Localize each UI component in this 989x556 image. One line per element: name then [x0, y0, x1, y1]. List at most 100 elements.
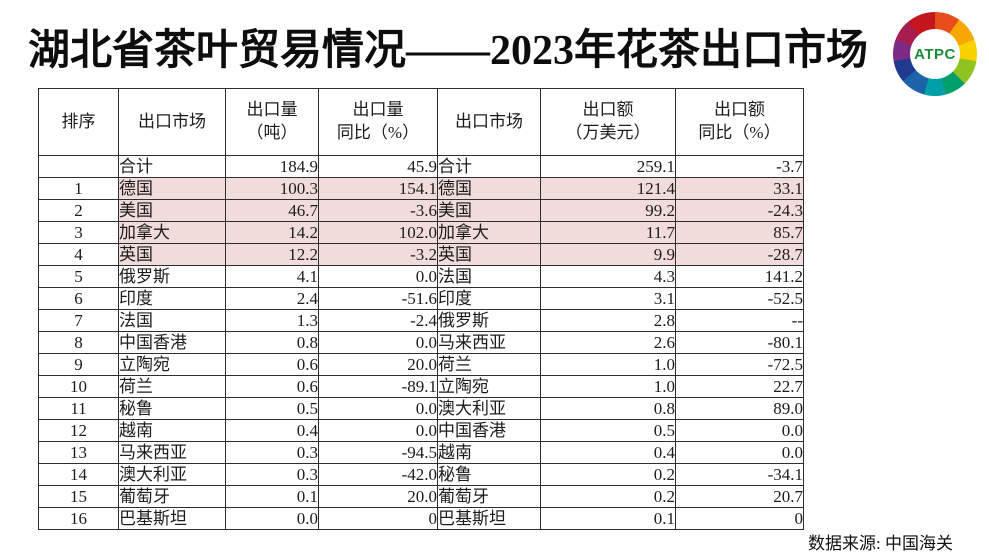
- value-usd10k-cell: 0.4: [540, 441, 676, 464]
- value-usd10k-cell: 2.6: [540, 331, 676, 354]
- table-row: 6 印度 2.4 -51.6 印度 3.1 -52.5: [38, 287, 804, 310]
- value-usd10k-cell: 0.2: [540, 485, 676, 508]
- table-row: 5 俄罗斯 4.1 0.0 法国 4.3 141.2: [38, 265, 804, 288]
- table-row: 15 葡萄牙 0.1 20.0 葡萄牙 0.2 20.7: [38, 485, 804, 508]
- value-market-cell: 合计: [437, 155, 541, 178]
- table-row: 9 立陶宛 0.6 20.0 荷兰 1.0 -72.5: [38, 353, 804, 376]
- value-yoy-cell: 0.0: [675, 441, 804, 464]
- rank-cell: 1: [38, 177, 119, 200]
- value-market-cell: 俄罗斯: [437, 309, 541, 332]
- volume-tons-cell: 100.3: [225, 177, 319, 200]
- volume-yoy-cell: 0.0: [318, 331, 438, 354]
- volume-market-cell: 法国: [118, 309, 226, 332]
- value-market-cell: 加拿大: [437, 221, 541, 244]
- page-title: 湖北省茶叶贸易情况——2023年花茶出口市场: [28, 28, 869, 74]
- logo-inner-circle: ATPC: [910, 29, 960, 79]
- value-usd10k-cell: 9.9: [540, 243, 676, 266]
- volume-yoy-cell: -51.6: [318, 287, 438, 310]
- value-yoy-cell: -3.7: [675, 155, 804, 178]
- volume-market-cell: 荷兰: [118, 375, 226, 398]
- value-market-cell: 英国: [437, 243, 541, 266]
- rank-cell: 2: [38, 199, 119, 222]
- volume-market-cell: 俄罗斯: [118, 265, 226, 288]
- volume-tons-cell: 1.3: [225, 309, 319, 332]
- value-market-cell: 葡萄牙: [437, 485, 541, 508]
- value-market-cell: 澳大利亚: [437, 397, 541, 420]
- volume-market-cell: 印度: [118, 287, 226, 310]
- volume-market-cell: 越南: [118, 419, 226, 442]
- table-row: 14 澳大利亚 0.3 -42.0 秘鲁 0.2 -34.1: [38, 463, 804, 486]
- volume-tons-cell: 0.8: [225, 331, 319, 354]
- value-yoy-cell: 22.7: [675, 375, 804, 398]
- rank-cell: 16: [38, 507, 119, 530]
- value-market-cell: 荷兰: [437, 353, 541, 376]
- value-usd10k-cell: 0.8: [540, 397, 676, 420]
- table-row: 11 秘鲁 0.5 0.0 澳大利亚 0.8 89.0: [38, 397, 804, 420]
- value-usd10k-cell: 2.8: [540, 309, 676, 332]
- value-usd10k-cell: 99.2: [540, 199, 676, 222]
- volume-yoy-cell: -42.0: [318, 463, 438, 486]
- volume-market-cell: 德国: [118, 177, 226, 200]
- table-row: 4 英国 12.2 -3.2 英国 9.9 -28.7: [38, 243, 804, 266]
- value-market-cell: 中国香港: [437, 419, 541, 442]
- table-row: 12 越南 0.4 0.0 中国香港 0.5 0.0: [38, 419, 804, 442]
- volume-tons-cell: 0.4: [225, 419, 319, 442]
- value-yoy-cell: 89.0: [675, 397, 804, 420]
- rank-cell: 13: [38, 441, 119, 464]
- value-yoy-cell: 85.7: [675, 221, 804, 244]
- rank-cell: 8: [38, 331, 119, 354]
- table-header: 排序 出口市场 出口量 （吨） 出口量 同比（%） 出口市场 出口额 （万美元）…: [38, 88, 804, 156]
- value-yoy-cell: -28.7: [675, 243, 804, 266]
- volume-yoy-cell: -2.4: [318, 309, 438, 332]
- volume-market-cell: 澳大利亚: [118, 463, 226, 486]
- volume-market-cell: 中国香港: [118, 331, 226, 354]
- value-market-cell: 越南: [437, 441, 541, 464]
- volume-tons-cell: 0.1: [225, 485, 319, 508]
- table-row: 10 荷兰 0.6 -89.1 立陶宛 1.0 22.7: [38, 375, 804, 398]
- value-usd10k-cell: 3.1: [540, 287, 676, 310]
- value-usd10k-cell: 121.4: [540, 177, 676, 200]
- volume-tons-cell: 0.5: [225, 397, 319, 420]
- atpc-logo: ATPC: [893, 12, 977, 96]
- header-row: 排序 出口市场 出口量 （吨） 出口量 同比（%） 出口市场 出口额 （万美元）…: [38, 88, 804, 156]
- value-usd10k-cell: 1.0: [540, 353, 676, 376]
- value-yoy-cell: 0.0: [675, 419, 804, 442]
- volume-tons-cell: 46.7: [225, 199, 319, 222]
- header-value-usd10k: 出口额 （万美元）: [540, 88, 676, 156]
- header-value-yoy: 出口额 同比（%）: [675, 88, 804, 156]
- table-row: 1 德国 100.3 154.1 德国 121.4 33.1: [38, 177, 804, 200]
- value-market-cell: 美国: [437, 199, 541, 222]
- volume-yoy-cell: 154.1: [318, 177, 438, 200]
- rank-cell: 9: [38, 353, 119, 376]
- value-market-cell: 巴基斯坦: [437, 507, 541, 530]
- volume-market-cell: 加拿大: [118, 221, 226, 244]
- volume-tons-cell: 12.2: [225, 243, 319, 266]
- table-row: 16 巴基斯坦 0.0 0 巴基斯坦 0.1 0: [38, 507, 804, 530]
- value-usd10k-cell: 0.5: [540, 419, 676, 442]
- volume-tons-cell: 0.6: [225, 353, 319, 376]
- volume-market-cell: 美国: [118, 199, 226, 222]
- volume-yoy-cell: 0: [318, 507, 438, 530]
- table-row: 7 法国 1.3 -2.4 俄罗斯 2.8 --: [38, 309, 804, 332]
- value-yoy-cell: -52.5: [675, 287, 804, 310]
- volume-tons-cell: 14.2: [225, 221, 319, 244]
- volume-yoy-cell: 0.0: [318, 265, 438, 288]
- rank-cell: 11: [38, 397, 119, 420]
- volume-yoy-cell: 20.0: [318, 353, 438, 376]
- rank-cell: 10: [38, 375, 119, 398]
- volume-tons-cell: 184.9: [225, 155, 319, 178]
- volume-tons-cell: 0.6: [225, 375, 319, 398]
- table-row: 2 美国 46.7 -3.6 美国 99.2 -24.3: [38, 199, 804, 222]
- trade-table: 排序 出口市场 出口量 （吨） 出口量 同比（%） 出口市场 出口额 （万美元）…: [38, 88, 804, 530]
- table-row: 3 加拿大 14.2 102.0 加拿大 11.7 85.7: [38, 221, 804, 244]
- volume-market-cell: 秘鲁: [118, 397, 226, 420]
- rank-cell: 7: [38, 309, 119, 332]
- value-yoy-cell: --: [675, 309, 804, 332]
- rank-cell: [38, 155, 119, 178]
- value-market-cell: 立陶宛: [437, 375, 541, 398]
- value-market-cell: 法国: [437, 265, 541, 288]
- rank-cell: 3: [38, 221, 119, 244]
- volume-tons-cell: 2.4: [225, 287, 319, 310]
- value-usd10k-cell: 4.3: [540, 265, 676, 288]
